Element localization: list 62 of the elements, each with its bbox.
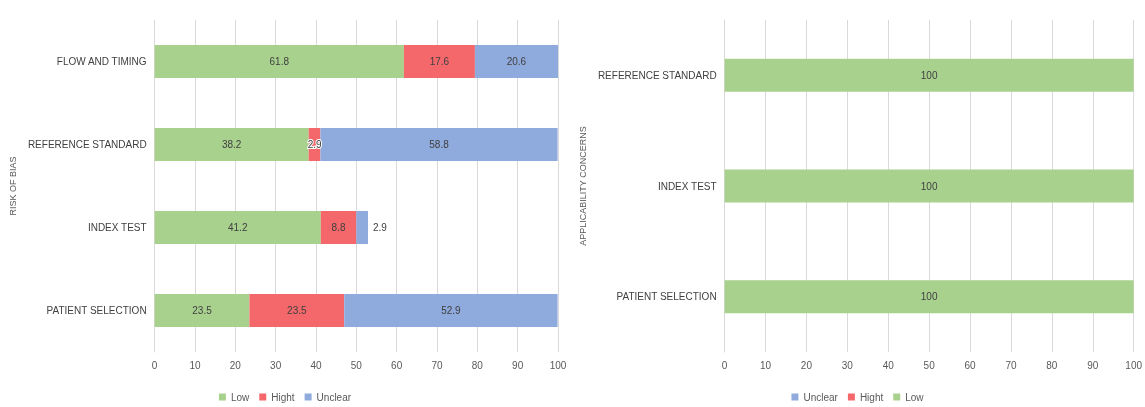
- y-tick-label: INDEX TEST: [657, 180, 717, 192]
- bar: [320, 128, 558, 161]
- bar: [249, 294, 345, 327]
- data-label: 52.9: [441, 305, 462, 316]
- data-label: 20.6: [506, 56, 527, 67]
- x-tick-label: 60: [964, 359, 977, 371]
- x-tick-label: 80: [471, 359, 484, 371]
- x-tick-label: 40: [882, 359, 895, 371]
- bar: [154, 294, 250, 327]
- bar: [344, 294, 558, 327]
- x-tick-label: 90: [512, 359, 524, 371]
- legend-label: Unclear: [803, 391, 839, 403]
- legend-label: Low: [230, 391, 251, 403]
- x-tick-label: 20: [229, 359, 242, 371]
- x-tick-label: 80: [1046, 359, 1058, 371]
- bar: [154, 128, 309, 161]
- x-tick-label: 50: [350, 359, 363, 371]
- x-tick-label: 30: [841, 359, 854, 371]
- y-tick-label: REFERENCE STANDARD: [597, 69, 717, 81]
- x-tick-label: 20: [800, 359, 813, 371]
- data-label: 23.5: [287, 305, 307, 316]
- x-tick-label: 40: [310, 359, 322, 371]
- legend-label: Hight: [271, 391, 295, 403]
- x-tick-label: 70: [431, 359, 443, 371]
- y-tick-label: PATIENT SELECTION: [46, 305, 147, 316]
- data-label: 58.8: [429, 139, 450, 150]
- x-tick-label: 100: [1125, 359, 1143, 371]
- data-label: 38.2: [221, 139, 242, 150]
- x-tick-label: 50: [923, 359, 936, 371]
- bar: [154, 45, 404, 78]
- bar: [154, 211, 321, 244]
- y-axis-title: APPLICABILITY CONCERNS: [577, 126, 588, 246]
- bar: [474, 45, 558, 78]
- data-label: 41.2: [227, 222, 248, 233]
- data-label: 61.8: [269, 56, 290, 67]
- x-tick-label: 0: [151, 359, 158, 371]
- data-label: 100: [920, 69, 938, 81]
- data-label: 8.8: [331, 222, 346, 233]
- y-tick-label: PATIENT SELECTION: [616, 291, 717, 303]
- y-axis-title: RISK OF BIAS: [7, 156, 18, 216]
- data-label: 17.6: [429, 56, 450, 67]
- y-tick-label: REFERENCE STANDARD: [27, 139, 147, 150]
- x-tick-label: 30: [270, 359, 282, 371]
- bar: [320, 211, 357, 244]
- x-tick-label: 10: [189, 359, 201, 371]
- bar: [356, 211, 369, 244]
- legend-label: Low: [905, 391, 925, 403]
- data-label: 2.9: [373, 222, 388, 233]
- data-label: 100: [920, 180, 938, 192]
- data-label: 23.5: [192, 305, 213, 316]
- y-tick-label: FLOW AND TIMING: [56, 56, 147, 67]
- legend-label: Unclear: [316, 391, 352, 403]
- data-label: 100: [920, 291, 938, 303]
- x-tick-label: 70: [1005, 359, 1017, 371]
- x-tick-label: 60: [391, 359, 403, 371]
- bar: [403, 45, 475, 78]
- x-tick-label: 0: [721, 359, 728, 371]
- x-tick-label: 10: [759, 359, 772, 371]
- x-tick-label: 90: [1087, 359, 1099, 371]
- legend-label: Hight: [859, 391, 884, 403]
- x-tick-label: 100: [549, 359, 567, 371]
- y-tick-label: INDEX TEST: [87, 222, 147, 233]
